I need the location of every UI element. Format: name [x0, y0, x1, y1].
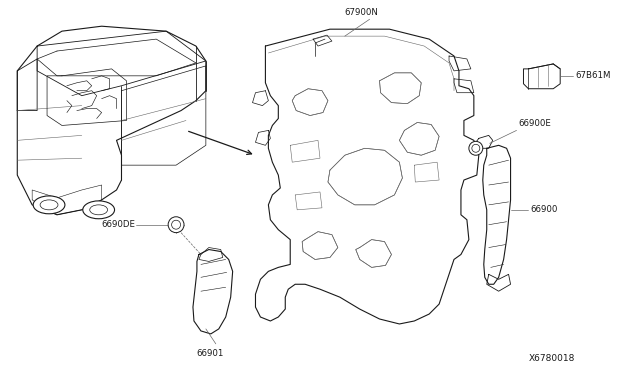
Ellipse shape — [469, 141, 483, 155]
Text: 66901: 66901 — [196, 349, 223, 358]
Ellipse shape — [168, 217, 184, 232]
Text: 66900: 66900 — [531, 205, 558, 214]
Text: X6780018: X6780018 — [529, 354, 575, 363]
Ellipse shape — [83, 201, 115, 219]
Text: 6690DE: 6690DE — [102, 220, 136, 229]
Text: 67900N: 67900N — [345, 8, 379, 17]
Text: 67B61M: 67B61M — [575, 71, 611, 80]
Text: 66900E: 66900E — [518, 119, 552, 128]
Ellipse shape — [33, 196, 65, 214]
